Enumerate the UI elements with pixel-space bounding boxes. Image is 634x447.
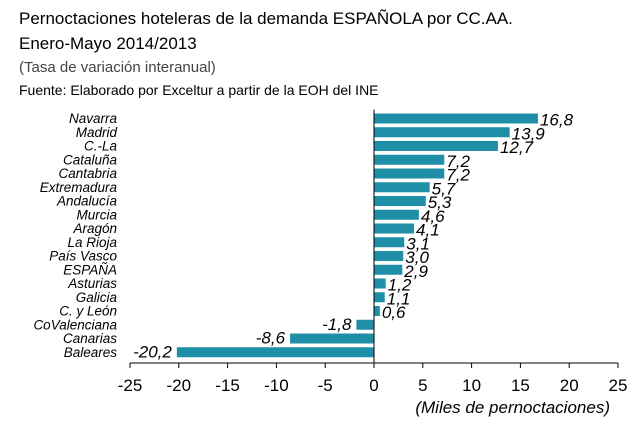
chart-source: Fuente: Elaborado por Exceltur a partir … (19, 82, 379, 98)
x-tick-label: 20 (560, 376, 579, 395)
category-label: Cantabria (58, 166, 117, 181)
x-tick-label: 10 (462, 376, 481, 395)
category-label: Navarra (69, 111, 118, 126)
x-tick-label: 25 (609, 376, 628, 395)
value-label: 1,1 (387, 289, 411, 308)
category-label: C. y León (59, 304, 117, 319)
bar-16 (356, 319, 374, 330)
category-label: Aragón (72, 221, 117, 236)
x-axis-label: (Miles de pernoctaciones) (415, 398, 610, 417)
category-label: Asturias (67, 276, 117, 291)
x-tick-label: -10 (264, 376, 289, 395)
bar-18 (176, 347, 374, 358)
value-label: -20,2 (133, 342, 172, 361)
bar-4 (374, 154, 445, 165)
bar-15 (374, 306, 380, 316)
category-label: Madrid (76, 125, 118, 140)
value-label: 2,9 (403, 262, 428, 281)
value-label: 12,7 (500, 138, 534, 157)
bar-7 (374, 196, 426, 206)
bar-3 (374, 141, 498, 151)
bar-14 (374, 292, 385, 303)
bar-2 (374, 127, 510, 138)
bar-10 (374, 237, 405, 248)
chart-subtitle: Enero-Mayo 2014/2013 (19, 34, 197, 53)
value-label: 0,6 (382, 303, 406, 322)
bar-1 (374, 113, 538, 124)
category-label: C.-La (84, 139, 118, 154)
bar-9 (374, 223, 415, 234)
category-label: ESPAÑA (63, 262, 117, 277)
bar-5 (374, 168, 445, 179)
value-label: -8,6 (256, 329, 286, 348)
category-label: Extremadura (40, 180, 118, 195)
category-label: Canarias (63, 331, 117, 346)
value-label: 5,3 (428, 193, 452, 212)
value-label: 3,1 (406, 234, 430, 253)
value-label: 7,2 (446, 152, 470, 171)
category-label: CoValenciana (33, 317, 117, 332)
category-label: La Rioja (67, 235, 117, 250)
bar-6 (374, 182, 430, 193)
category-label: Cataluña (63, 152, 118, 167)
bar-13 (374, 278, 386, 289)
x-tick-label: -25 (118, 376, 143, 395)
x-tick-label: -15 (215, 376, 240, 395)
chart-title: Pernoctaciones hoteleras de la demanda E… (19, 9, 513, 28)
x-tick-label: 0 (369, 376, 378, 395)
chart-note: (Tasa de variación interanual) (19, 59, 216, 76)
category-label: País Vasco (49, 249, 117, 264)
category-label: Murcia (76, 207, 117, 222)
category-label: Baleares (64, 345, 118, 360)
value-label: 3,0 (405, 248, 429, 267)
value-label: 1,2 (388, 276, 412, 295)
x-tick-label: -5 (318, 376, 333, 395)
bar-12 (374, 264, 403, 275)
category-label: Andalucía (56, 194, 118, 209)
value-label: 5,7 (432, 179, 456, 198)
x-tick-label: 15 (511, 376, 530, 395)
bar-11 (374, 251, 404, 261)
value-label: 13,9 (512, 124, 546, 143)
bar-8 (374, 209, 419, 220)
x-tick-label: 5 (418, 376, 427, 395)
bar-17 (290, 333, 374, 344)
value-label: 7,2 (446, 166, 470, 185)
value-label: -1,8 (322, 315, 352, 334)
category-label: Galicia (76, 290, 118, 305)
value-label: 4,1 (416, 221, 440, 240)
value-label: 4,6 (421, 207, 445, 226)
value-label: 16,8 (540, 111, 574, 130)
x-tick-label: -20 (167, 376, 192, 395)
